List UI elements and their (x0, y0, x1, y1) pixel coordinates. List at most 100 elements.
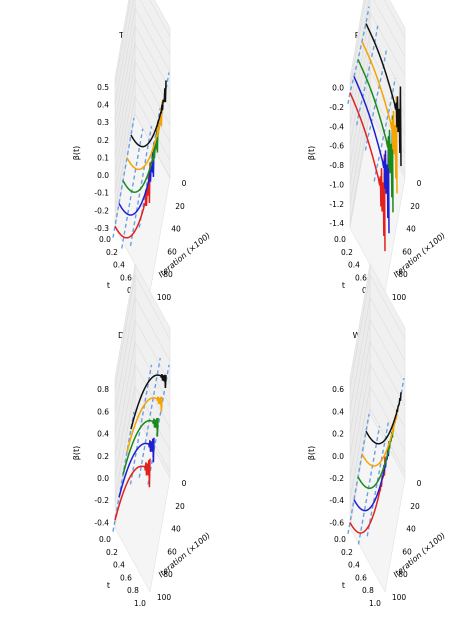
x-tick-label: 0.8 (127, 586, 139, 595)
z-gridline (114, 7, 171, 123)
x-tick-label: 0.2 (106, 548, 118, 557)
z-gridline (114, 296, 171, 412)
x-tick-label: 0.4 (113, 561, 125, 570)
z-tick-label: -0.2 (94, 206, 109, 215)
y-tick-label: 40 (406, 525, 416, 534)
z-tick-label: 0.6 (332, 385, 344, 394)
y-tick-label: 60 (167, 547, 177, 556)
x-tick-label: 0.6 (120, 273, 132, 282)
z-tick-label: 0.6 (97, 407, 109, 416)
z-tick-label: 0.2 (97, 136, 109, 145)
x-tick-label: 0.2 (341, 548, 353, 557)
y-tick-label: 40 (171, 225, 181, 234)
series-line (365, 23, 402, 167)
z-gridline (114, 318, 171, 434)
y-tick-label: 100 (157, 293, 172, 302)
z-axis-label: β(t) (307, 146, 316, 160)
z-tick-label: 0.0 (332, 452, 344, 461)
x-tick-label: 0.2 (106, 248, 118, 257)
z-gridline (349, 318, 406, 434)
z-gridline (349, 274, 406, 390)
z-tick-label: 0.4 (97, 430, 109, 439)
y-tick-label: 80 (163, 270, 173, 279)
x-tick-label: 0.8 (362, 586, 374, 595)
y-tick-label: 60 (402, 247, 412, 256)
z-tick-label: 0.5 (97, 83, 109, 92)
y-tick-label: 20 (175, 202, 185, 211)
z-tick-label: -0.2 (329, 103, 344, 112)
z-tick-label: 0.3 (97, 118, 109, 127)
x-tick-label: 1.0 (134, 599, 146, 608)
z-tick-label: 0.0 (332, 84, 344, 93)
z-tick-label: 0.0 (97, 474, 109, 483)
z-gridline (114, 0, 171, 87)
series-line (130, 373, 167, 430)
series-line (126, 396, 163, 453)
x-tick-label: 1.0 (369, 599, 381, 608)
panel-wspm: WSPM-0.6-0.4-0.20.00.20.40.6β(t)0.00.20.… (307, 263, 447, 608)
z-axis-label: β(t) (72, 146, 81, 160)
z-gridline (114, 0, 171, 105)
y-axis-label: Iteration (×100) (392, 231, 447, 279)
z-gridline (114, 341, 171, 456)
x-axis-label: t (107, 281, 110, 290)
z-axis-label: β(t) (307, 446, 316, 460)
series-line (353, 76, 390, 234)
x-axis-label: t (342, 581, 345, 590)
x-tick-label: 0.2 (341, 248, 353, 257)
y-tick-label: 20 (175, 502, 185, 511)
z-tick-label: 0.2 (332, 430, 344, 439)
z-tick-label: -0.8 (329, 161, 344, 170)
y-tick-label: 20 (410, 202, 420, 211)
series-line (114, 162, 151, 239)
z-tick-label: -0.6 (329, 518, 344, 527)
panel-dewp: DEWP-0.4-0.20.00.20.40.60.8β(t)0.00.20.4… (72, 263, 212, 608)
z-gridline (349, 11, 406, 127)
z-tick-label: -1.0 (329, 180, 344, 189)
y-axis-label: Iteration (×100) (392, 531, 447, 579)
x-tick-label: 0.4 (348, 261, 360, 270)
y-axis-label: Iteration (×100) (157, 231, 212, 279)
panel-temp: TEMP-0.3-0.2-0.10.00.10.20.30.40.5β(t)0.… (72, 0, 212, 308)
y-tick-label: 0 (182, 179, 187, 188)
z-tick-label: 0.2 (97, 452, 109, 461)
z-tick-label: -1.4 (329, 219, 344, 228)
z-tick-label: -1.2 (329, 200, 344, 209)
series-line (349, 92, 386, 252)
series-line (122, 121, 159, 193)
series-line (365, 392, 402, 445)
x-axis-label: t (342, 281, 345, 290)
z-tick-label: -0.1 (94, 189, 109, 198)
y-tick-label: 80 (163, 570, 173, 579)
y-tick-label: 60 (402, 547, 412, 556)
z-tick-label: -0.4 (329, 496, 344, 505)
z-tick-label: -0.4 (329, 122, 344, 131)
z-tick-label: 0.1 (97, 153, 109, 162)
y-tick-label: 20 (410, 502, 420, 511)
series-line (126, 101, 163, 171)
y-tick-label: 40 (171, 525, 181, 534)
z-gridline (114, 407, 171, 523)
series-line (114, 458, 151, 521)
z-gridline (349, 0, 406, 88)
y-tick-label: 100 (392, 593, 407, 602)
x-tick-label: 0.6 (120, 573, 132, 582)
series-line (357, 424, 394, 490)
x-tick-label: 0.0 (99, 235, 111, 244)
x-tick-label: 0.0 (334, 535, 346, 544)
series-line (349, 456, 386, 534)
z-tick-label: -0.2 (329, 474, 344, 483)
z-gridline (349, 341, 406, 456)
z-gridline (114, 60, 171, 176)
z-tick-label: -0.4 (94, 518, 109, 527)
z-tick-label: -0.3 (94, 224, 109, 233)
y-tick-label: 100 (392, 293, 407, 302)
z-tick-label: 0.4 (332, 407, 344, 416)
series-line (118, 437, 155, 498)
z-gridline (349, 50, 406, 166)
z-gridline (349, 0, 406, 108)
y-tick-label: 80 (398, 570, 408, 579)
z-tick-label: 0.4 (97, 100, 109, 109)
x-tick-label: 0.0 (334, 235, 346, 244)
